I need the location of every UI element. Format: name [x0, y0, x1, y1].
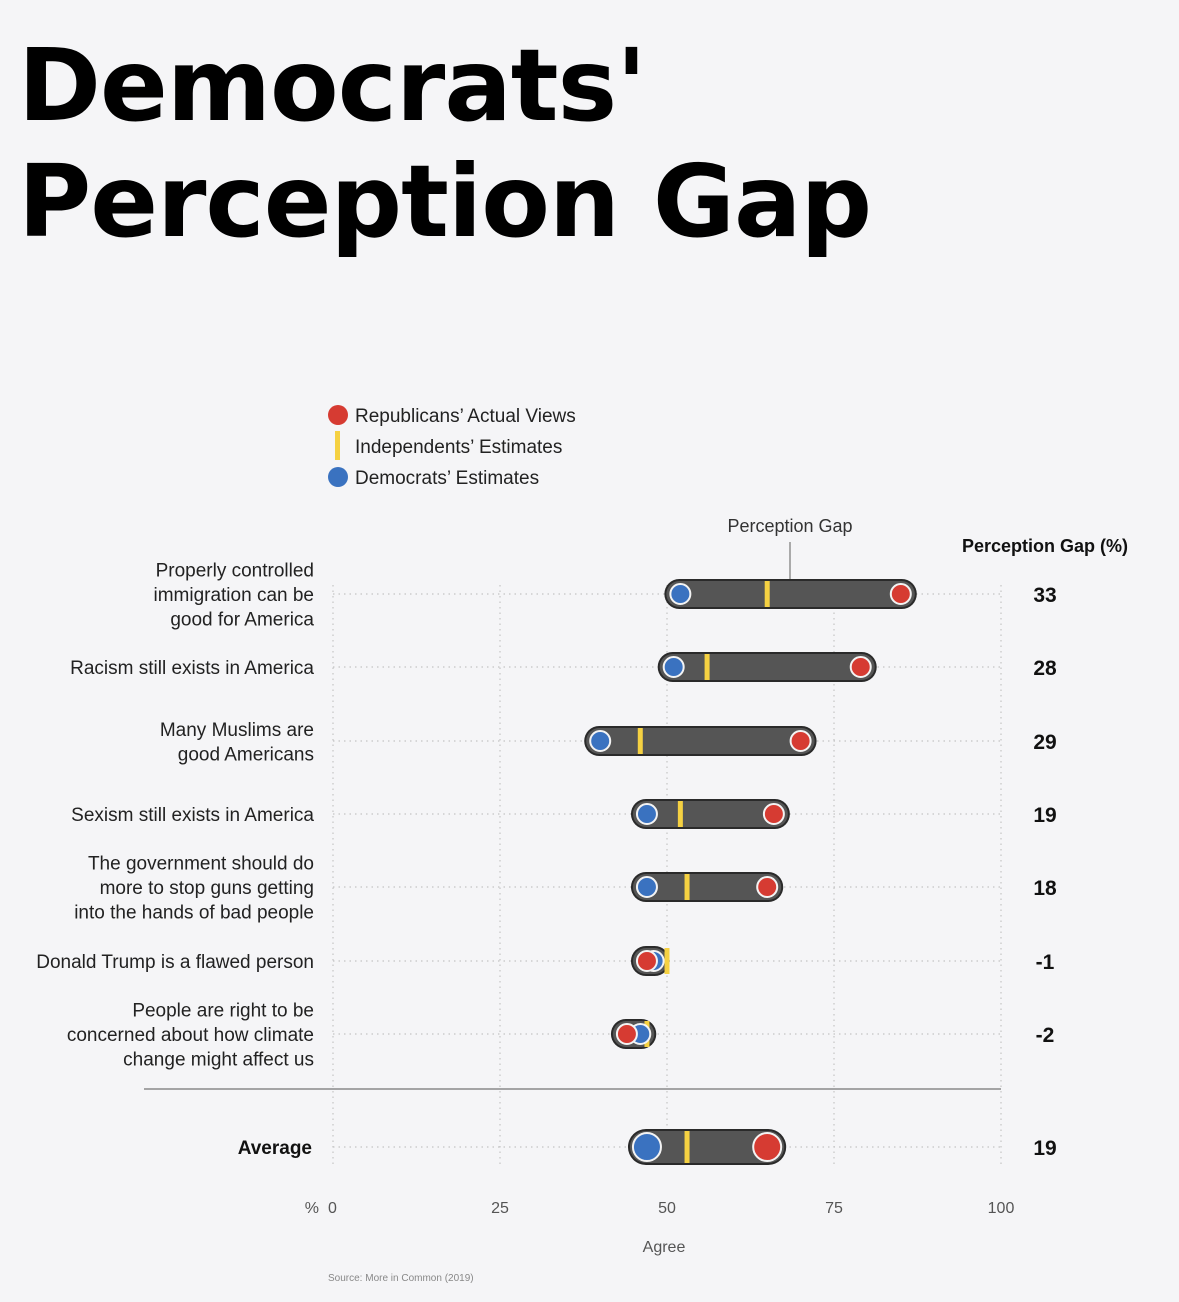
legend-label: Republicans’ Actual Views [355, 406, 576, 427]
statement-label: Sexism still exists in America [71, 805, 314, 826]
democrat-estimate-dot [669, 583, 692, 605]
legend: Republicans’ Actual Views Independents’ E… [328, 405, 576, 489]
republican-actual-dot [789, 730, 812, 752]
rows-layer: Properly controlled immigration can be goo… [36, 561, 1057, 1165]
gap-value: 18 [1033, 877, 1057, 900]
range-bar [632, 874, 782, 900]
republican-actual-dot [762, 803, 785, 825]
statement-label: into the hands of bad people [74, 903, 314, 924]
range-bar [629, 1131, 785, 1163]
legend-marker-dot [328, 405, 348, 425]
x-axis-title: Agree [643, 1239, 686, 1256]
independent-estimate-mark [684, 874, 690, 900]
statement-label: Racism still exists in America [70, 658, 314, 679]
independent-estimate-mark [764, 581, 770, 607]
statement-row: Racism still exists in America 28 [70, 652, 1057, 682]
statement-label: Properly controlled [156, 561, 314, 582]
statement-label: good Americans [178, 744, 314, 765]
statement-row: Sexism still exists in America 19 [71, 799, 1057, 829]
statement-label: concerned about how climate [67, 1025, 314, 1046]
independent-estimate-mark [704, 654, 710, 680]
statement-label: more to stop guns getting [100, 878, 314, 899]
democrat-estimate-dot [635, 803, 658, 825]
statement-label: People are right to be [132, 1001, 314, 1022]
legend-label: Democrats’ Estimates [355, 468, 539, 489]
statement-row: People are right to be concerned about ho… [67, 1001, 1055, 1071]
republican-actual-dot [849, 656, 872, 678]
independent-estimate-mark [637, 728, 643, 754]
statement-label: good for America [170, 610, 314, 631]
democrat-estimate-dot [589, 730, 612, 752]
gap-column-header: Perception Gap (%) [962, 536, 1128, 556]
independent-estimate-mark [664, 948, 670, 974]
statement-label: Many Muslims are [160, 720, 314, 741]
chart-title: Democrats' Perception Gap [18, 27, 872, 260]
gap-value: 19 [1033, 804, 1056, 827]
range-bar [586, 728, 815, 754]
republican-actual-dot [756, 876, 779, 898]
republican-actual-dot [615, 1023, 638, 1045]
legend-marker-bar [335, 431, 340, 460]
statement-row: Properly controlled immigration can be goo… [153, 561, 1056, 631]
x-tick-label: 75 [825, 1200, 843, 1217]
statement-row: Many Muslims are good Americans 29 [160, 720, 1057, 766]
statement-label: Donald Trump is a flawed person [36, 952, 314, 973]
x-tick-label: 100 [988, 1200, 1015, 1217]
gap-value: 33 [1033, 584, 1056, 607]
gap-value: 29 [1033, 731, 1056, 754]
republican-actual-dot [889, 583, 912, 605]
average-label: Average [238, 1138, 312, 1159]
gap-value: -1 [1036, 951, 1055, 974]
democrat-estimate-dot [662, 656, 685, 678]
statement-row: The government should do more to stop gun… [74, 854, 1057, 924]
average-row: Average 19 [238, 1129, 1057, 1165]
source-note: Source: More in Common (2019) [328, 1273, 474, 1284]
independent-estimate-mark [684, 1131, 690, 1163]
range-bar [632, 801, 788, 827]
republican-actual-dot [752, 1132, 783, 1162]
independent-estimate-mark [677, 801, 683, 827]
statement-label: change might affect us [123, 1050, 314, 1071]
perception-gap-annotation: Perception Gap [727, 516, 852, 536]
legend-label: Independents’ Estimates [355, 437, 562, 458]
x-tick-label: 25 [491, 1200, 509, 1217]
statement-label: The government should do [88, 854, 314, 875]
democrat-estimate-dot [631, 1132, 662, 1162]
range-bar [666, 581, 915, 607]
statement-label: immigration can be [153, 585, 314, 606]
range-bar [659, 654, 875, 680]
x-axis: % 0 25 50 75 100 Agree [305, 1200, 1015, 1256]
legend-marker-dot [328, 467, 348, 487]
axis-unit-label: % [305, 1200, 319, 1217]
x-tick-label: 0 [328, 1200, 337, 1217]
gap-value: -2 [1036, 1024, 1055, 1047]
republican-actual-dot [635, 950, 658, 972]
democrat-estimate-dot [635, 876, 658, 898]
gap-value: 28 [1033, 657, 1057, 680]
x-tick-label: 50 [658, 1200, 676, 1217]
statement-row: Donald Trump is a flawed person -1 [36, 946, 1055, 976]
gap-value: 19 [1033, 1137, 1056, 1160]
